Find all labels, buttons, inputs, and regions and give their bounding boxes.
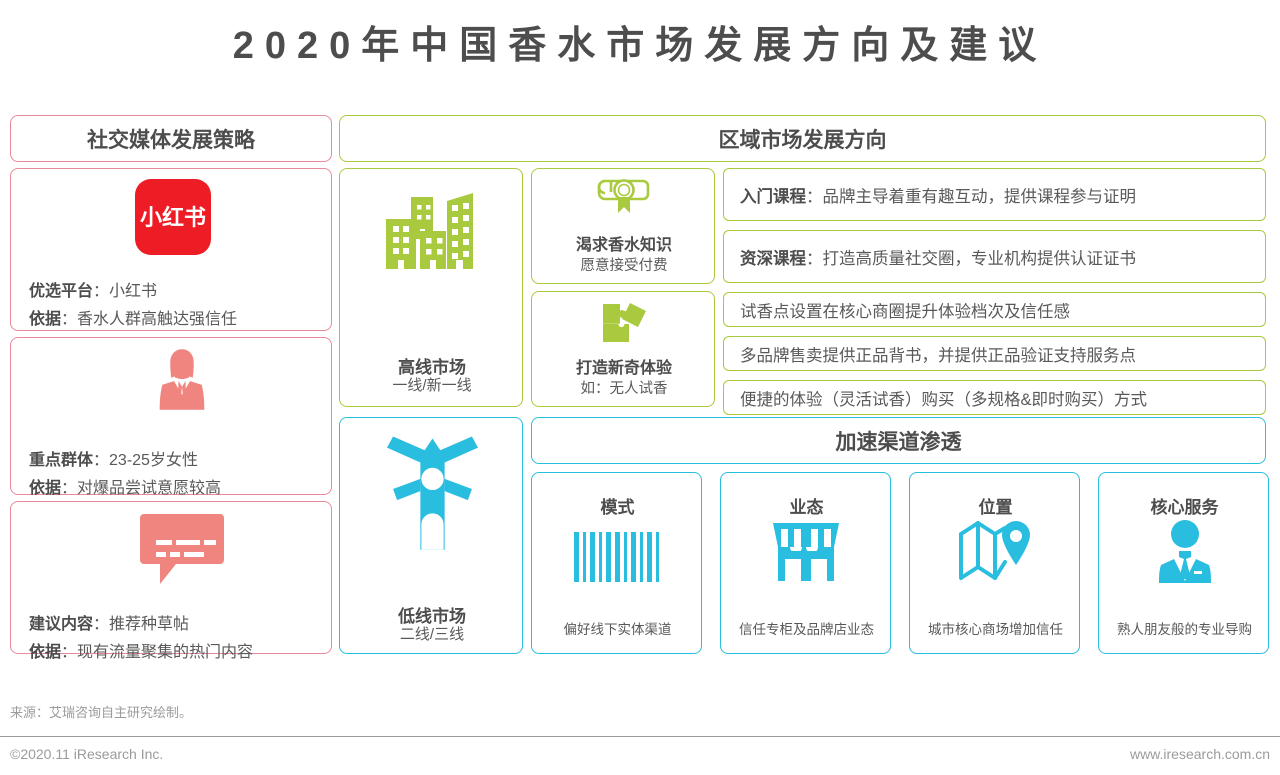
svg-text:小红书: 小红书 [140,205,206,230]
